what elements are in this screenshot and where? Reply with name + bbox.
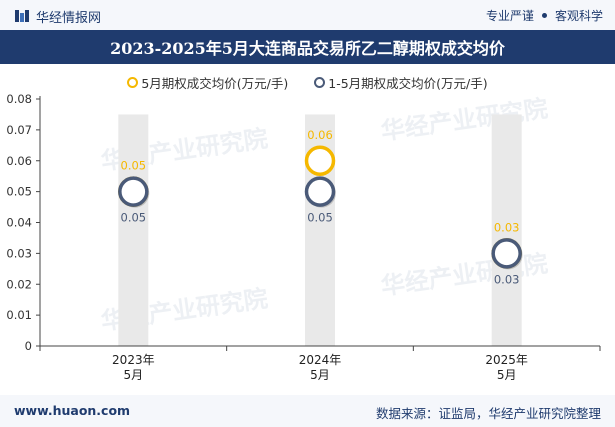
series2-point [118,176,149,207]
slogan-2: 客观科学 [554,9,603,23]
series2-point [304,176,336,207]
chart-canvas: 00.010.020.030.040.050.060.070.082023年5月… [6,92,601,382]
series1-point [304,145,336,176]
series2-point [491,238,522,269]
y-tick-label: 0.04 [6,216,32,230]
series2-data-label: 0.05 [121,211,147,225]
category-band-1 [118,114,149,346]
series2-data-label: 0.05 [307,211,333,225]
legend-series2-label: 1-5月期权成交均价(万元/手) [328,75,488,91]
series1-data-label: 0.06 [307,128,333,142]
footer-website-link[interactable]: www.huaon.com [14,403,131,418]
brand[interactable]: 华经情报网 [14,7,102,26]
slogan-1: 专业严谨 [485,9,534,23]
x-tick-label: 5月 [497,368,517,382]
series2-data-label: 0.03 [494,272,520,286]
y-tick-label: 0.01 [6,308,32,322]
y-tick-label: 0.08 [6,92,32,106]
legend-item-series1[interactable]: 5月期权成交均价(万元/手) [127,72,288,92]
y-tick-label: 0.02 [6,277,32,291]
y-tick-label: 0.06 [6,154,32,168]
footer-bar: www.huaon.com 数据来源：证监局，华经产业研究院整理 [0,395,615,427]
series1-data-label: 0.05 [121,159,147,173]
y-tick-label: 0 [25,339,32,353]
brand-name: 华经情报网 [36,10,102,26]
series1-data-label: 0.03 [494,220,520,234]
huajing-logo-icon [15,10,29,22]
category-band-3 [491,114,522,346]
footer-source: 数据来源：证监局，华经产业研究院整理 [375,406,601,421]
legend-series2-marker-icon [314,76,326,88]
x-tick-label: 2024年 [299,353,342,367]
chart-title: 2023-2025年5月大连商品交易所乙二醇期权成交均价 [110,39,505,58]
y-tick-label: 0.03 [6,246,32,260]
legend-series1-label: 5月期权成交均价(万元/手) [141,75,289,91]
header-slogan: 专业严谨 客观科学 [486,7,603,24]
header-bar: 华经情报网 专业严谨 客观科学 [0,0,615,30]
x-tick-label: 2023年 [112,353,155,367]
bullet-dot-icon [541,13,547,18]
legend-item-series2[interactable]: 1-5月期权成交均价(万元/手) [314,72,488,92]
y-tick-label: 0.07 [6,123,32,137]
legend: 5月期权成交均价(万元/手) 1-5月期权成交均价(万元/手) [0,72,615,92]
legend-series1-marker-icon [127,76,139,88]
chart-title-bar: 2023-2025年5月大连商品交易所乙二醇期权成交均价 [0,30,615,64]
x-tick-label: 5月 [310,368,330,382]
x-tick-label: 2025年 [485,353,528,367]
x-tick-label: 5月 [124,368,144,382]
y-tick-label: 0.05 [6,185,32,199]
